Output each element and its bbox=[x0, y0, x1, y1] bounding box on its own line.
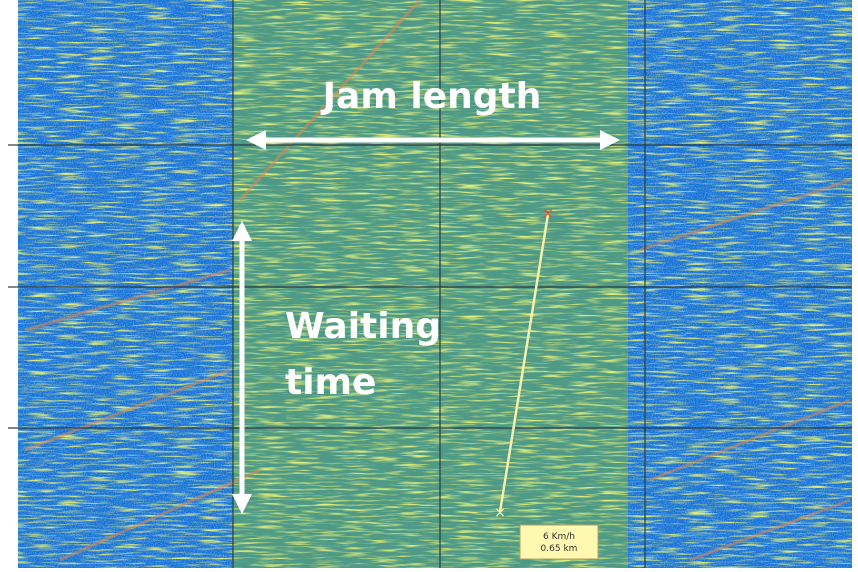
waiting-label: Waiting bbox=[285, 306, 441, 347]
time-label: time bbox=[285, 362, 376, 403]
speed-label: 6 Km/h bbox=[543, 532, 575, 542]
distance-label: 0.65 km bbox=[541, 544, 578, 554]
jam-length-label: Jam length bbox=[320, 76, 542, 117]
marker-end: × bbox=[542, 206, 554, 222]
marker-start: × bbox=[494, 505, 506, 521]
waterfall-figure: × × Jam length Waiting time 6 Km/h 0.65 … bbox=[0, 0, 858, 572]
page: × × Jam length Waiting time 6 Km/h 0.65 … bbox=[0, 0, 858, 572]
